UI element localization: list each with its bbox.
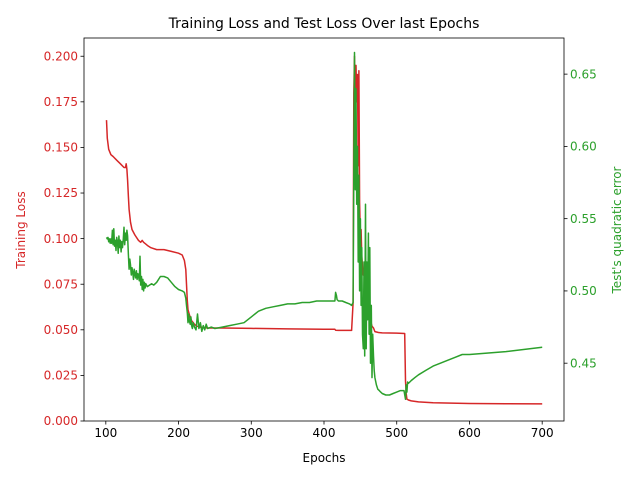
right-y-axis-label: Test's quadratic error <box>610 166 624 294</box>
x-tick-label: 600 <box>458 426 481 440</box>
left-y-tick-label: 0.050 <box>44 323 78 337</box>
right-y-tick-label: 0.45 <box>570 356 597 370</box>
x-tick-label: 400 <box>313 426 336 440</box>
x-tick-label: 700 <box>531 426 554 440</box>
x-axis-label: Epochs <box>303 451 346 465</box>
left-y-tick-label: 0.025 <box>44 369 78 383</box>
x-tick-label: 100 <box>94 426 117 440</box>
right-y-tick-label: 0.50 <box>570 284 597 298</box>
plot-area <box>105 51 543 405</box>
x-tick-label: 200 <box>167 426 190 440</box>
left-y-tick-label: 0.100 <box>44 232 78 246</box>
left-y-tick-label: 0.175 <box>44 95 78 109</box>
training-loss-line <box>105 55 543 405</box>
left-y-tick-label: 0.200 <box>44 49 78 63</box>
x-tick-label: 300 <box>240 426 263 440</box>
right-y-tick-label: 0.60 <box>570 140 597 154</box>
test-error-line <box>105 51 543 401</box>
x-tick-label: 500 <box>385 426 408 440</box>
left-y-axis-label: Training Loss <box>14 191 28 269</box>
axes: 100 200 300 400 500 600 700 0.000 0.025 0.050 0.07… <box>44 37 597 440</box>
left-y-tick-label: 0.075 <box>44 277 78 291</box>
right-y-tick-label: 0.55 <box>570 212 597 226</box>
chart-title: Training Loss and Test Loss Over last Ep… <box>168 16 480 32</box>
left-y-tick-label: 0.125 <box>44 186 78 200</box>
right-y-tick-label: 0.65 <box>570 67 597 81</box>
left-y-tick-label: 0.000 <box>44 414 78 428</box>
left-y-tick-label: 0.150 <box>44 141 78 155</box>
